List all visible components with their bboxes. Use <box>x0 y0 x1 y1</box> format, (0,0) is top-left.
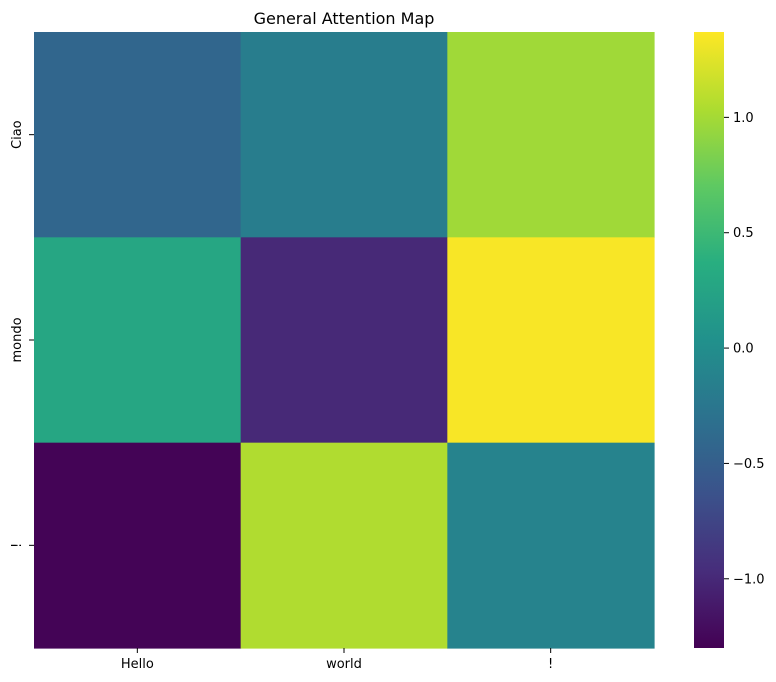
x-tick-label: Hello <box>121 657 154 672</box>
colorbar <box>694 32 724 648</box>
colorbar-tick-label: −0.5 <box>733 457 765 472</box>
heatmap-cell <box>34 237 242 444</box>
heatmap-cell <box>240 237 448 444</box>
y-tick-label: ! <box>10 543 25 548</box>
colorbar-tick-label: 0.5 <box>733 226 754 241</box>
heatmap-cell <box>240 32 448 238</box>
x-tick-label: ! <box>548 657 553 672</box>
heatmap-cell <box>447 32 655 238</box>
chart-title: General Attention Map <box>254 9 435 28</box>
y-tick-label: mondo <box>10 317 25 362</box>
heatmap-cell <box>447 442 655 649</box>
colorbar-tick-label: −1.0 <box>733 572 765 587</box>
y-tick-label: Ciao <box>10 120 25 149</box>
heatmap-cell <box>34 442 242 649</box>
heatmap-cell <box>240 442 448 649</box>
heatmap-cells <box>34 32 655 649</box>
y-axis-ticks: Ciao mondo! <box>10 120 34 548</box>
x-axis-ticks: Hello world! <box>121 648 553 672</box>
colorbar-tick-label: 1.0 <box>733 111 754 126</box>
heatmap-cell <box>447 237 655 444</box>
x-tick-label: world <box>326 657 362 672</box>
heatmap-cell <box>34 32 242 238</box>
colorbar-tick-label: 0.0 <box>733 342 754 357</box>
colorbar-ticks: 1.0 0.5 0.0 −0.5 −1.0 <box>724 111 765 587</box>
